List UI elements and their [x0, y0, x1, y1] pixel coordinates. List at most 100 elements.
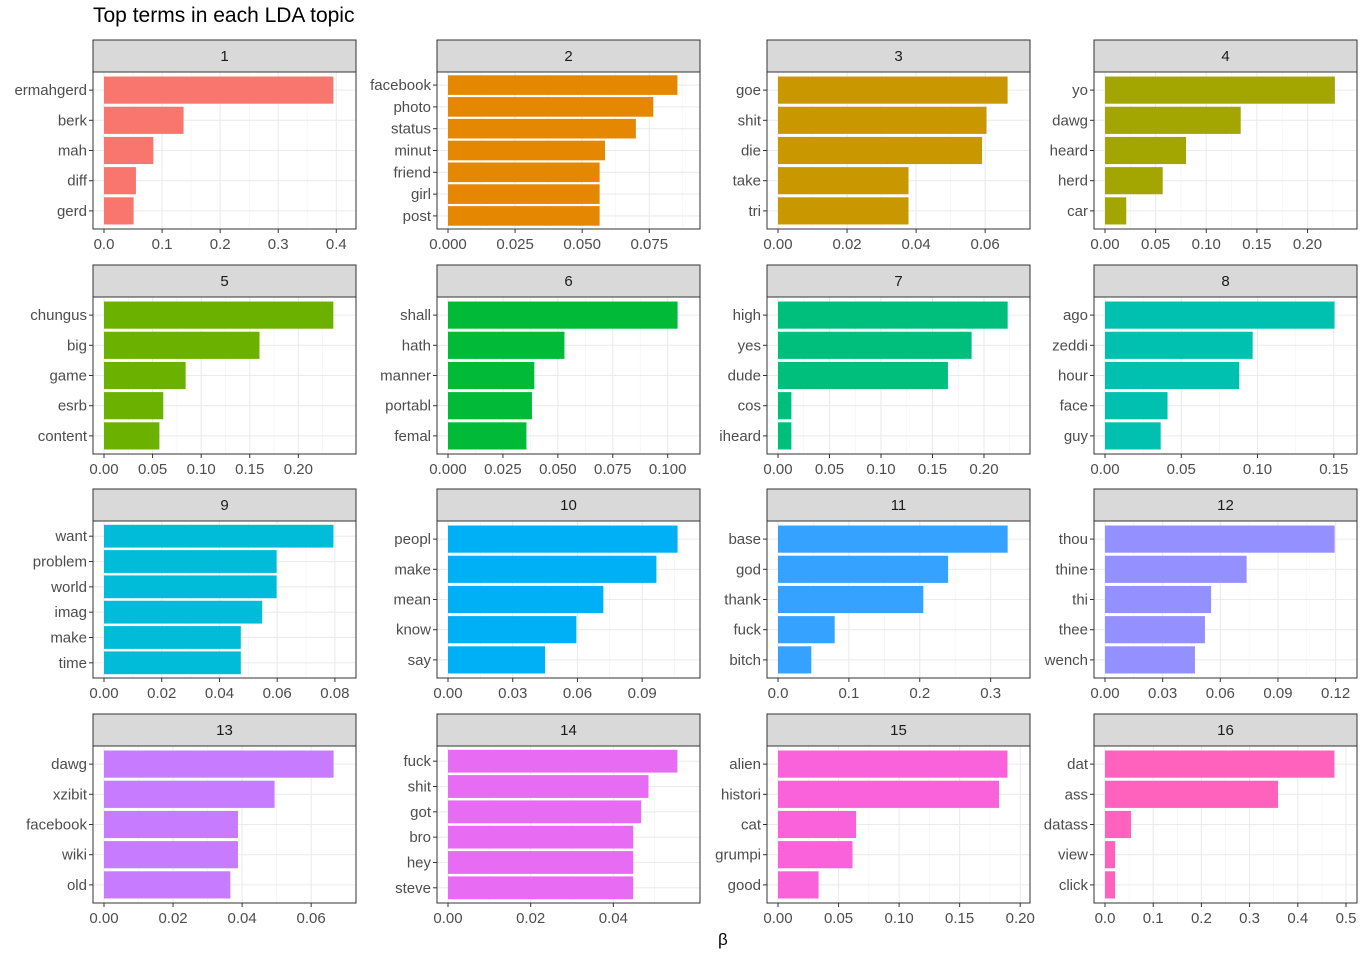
x-tick-label: 0.06 — [297, 910, 326, 927]
panel-border — [1093, 745, 1358, 904]
bar — [778, 646, 812, 674]
term-label: base — [728, 531, 761, 548]
term-label: shit — [738, 112, 762, 129]
facet-strip — [92, 39, 357, 73]
x-tick-label: 0.05 — [815, 461, 844, 478]
term-label: herd — [1058, 173, 1088, 190]
bar — [104, 780, 275, 808]
bar — [104, 575, 277, 599]
term-label: dawg — [1052, 112, 1088, 129]
facet-strip-label: 4 — [1221, 48, 1229, 65]
x-tick-label: 0.4 — [1287, 910, 1308, 927]
facet-strip — [436, 39, 701, 73]
panel-border — [92, 520, 357, 679]
bar — [104, 392, 164, 420]
term-label: fuck — [403, 753, 431, 770]
x-tick-label: 0.00 — [1090, 685, 1119, 702]
term-label: post — [403, 208, 432, 225]
bar — [1105, 841, 1116, 869]
panel-border — [1093, 71, 1358, 230]
x-tick-label: 0.04 — [228, 910, 257, 927]
facet-strip-label: 6 — [564, 273, 572, 290]
panel-border — [436, 745, 701, 904]
term-label: portabl — [385, 398, 431, 415]
term-label: view — [1058, 847, 1088, 864]
term-label: bitch — [729, 652, 761, 669]
bar — [778, 361, 948, 390]
x-tick-label: 0.15 — [1319, 461, 1348, 478]
term-label: heard — [1050, 143, 1088, 160]
facet-strip-label: 9 — [220, 497, 228, 514]
facet-strip-label: 2 — [564, 48, 572, 65]
bar — [778, 585, 924, 614]
x-tick-label: 0.000 — [429, 236, 467, 253]
term-label: shall — [400, 307, 431, 324]
term-label: bro — [409, 829, 431, 846]
x-tick-label: 0.12 — [1321, 685, 1350, 702]
x-tick-label: 0.15 — [1242, 236, 1271, 253]
bar — [1105, 197, 1127, 225]
facet-strip-label: 14 — [560, 722, 577, 739]
facet-panel-3: 3 goe shit die take tri 0.00 0.02 0.04 0.06 — [733, 39, 1031, 253]
facet-strip-label: 12 — [1217, 497, 1234, 514]
x-tick-label: 0.2 — [1191, 910, 1212, 927]
facet-strip-label: 11 — [891, 497, 907, 514]
term-label: gerd — [57, 203, 87, 220]
facet-strip-label: 10 — [560, 497, 577, 514]
bar — [448, 140, 605, 161]
x-tick-label: 0.04 — [205, 685, 234, 702]
x-tick-label: 0.06 — [563, 685, 592, 702]
bar — [448, 97, 654, 117]
term-label: fuck — [733, 622, 761, 639]
term-label: cos — [738, 398, 761, 415]
bar — [104, 331, 260, 359]
x-tick-label: 0.00 — [763, 461, 792, 478]
facet-strip — [766, 39, 1031, 73]
x-tick-label: 0.10 — [885, 910, 914, 927]
bar — [104, 167, 136, 195]
term-label: big — [67, 337, 87, 354]
term-label: femal — [394, 428, 431, 445]
bar — [104, 361, 186, 390]
facet-strip — [1093, 264, 1358, 298]
x-tick-label: 0.2 — [909, 685, 930, 702]
term-label: grumpi — [715, 847, 761, 864]
term-label: click — [1059, 877, 1089, 894]
term-label: friend — [393, 164, 431, 181]
bar — [448, 206, 600, 226]
bar — [104, 136, 154, 165]
term-label: girl — [411, 186, 431, 203]
panel-border — [766, 296, 1031, 455]
bar — [448, 800, 642, 824]
term-label: tri — [749, 203, 762, 220]
bar — [778, 136, 983, 165]
panel-border — [766, 71, 1031, 230]
term-label: hour — [1058, 368, 1088, 385]
bar — [1105, 361, 1240, 390]
term-label: ass — [1065, 786, 1088, 803]
bar — [1105, 555, 1247, 583]
bar — [1105, 780, 1279, 808]
bar — [778, 331, 972, 359]
bar — [104, 524, 334, 548]
x-tick-label: 0.02 — [147, 685, 176, 702]
chart-title: Top terms in each LDA topic — [93, 4, 355, 27]
bar — [1105, 106, 1241, 134]
term-label: world — [50, 579, 87, 596]
term-label: content — [38, 428, 88, 445]
x-tick-label: 0.06 — [263, 685, 292, 702]
x-tick-label: 0.00 — [1090, 236, 1119, 253]
term-label: hey — [407, 854, 432, 871]
bar — [448, 301, 678, 329]
term-label: minut — [394, 143, 432, 160]
bar — [1105, 167, 1163, 195]
facet-strip-label: 13 — [216, 722, 233, 739]
bar — [448, 422, 527, 450]
facet-strip — [766, 264, 1031, 298]
x-tick-label: 0.05 — [138, 461, 167, 478]
panel-border — [92, 745, 357, 904]
term-label: yes — [738, 337, 761, 354]
